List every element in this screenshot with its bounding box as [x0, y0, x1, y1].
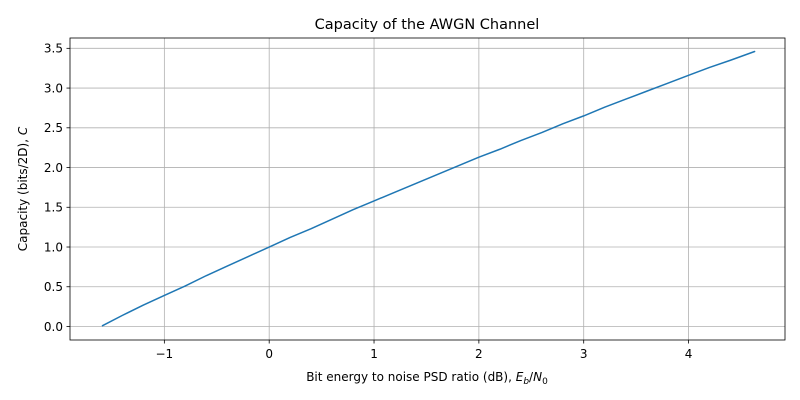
- y-tick-label: 1.0: [44, 240, 63, 254]
- series-layer: [101, 50, 756, 327]
- y-tick-label: 1.5: [44, 201, 63, 215]
- chart-title: Capacity of the AWGN Channel: [315, 17, 540, 33]
- x-tick-label: 0: [265, 347, 273, 361]
- y-axis-label: Capacity (bits/2D), C: [16, 126, 30, 251]
- x-axis-label-math: Eb​/N0​: [516, 370, 548, 387]
- x-tick-label: 4: [685, 347, 693, 361]
- math-subscript: 0: [542, 377, 548, 387]
- x-tick-label: 3: [580, 347, 588, 361]
- math-operator: /: [529, 370, 534, 384]
- y-tick-label: 2.5: [44, 121, 63, 135]
- y-axis: 0.0 0.5 1.0 1.5 2.0 2.5 3.0 3.5: [44, 42, 70, 334]
- x-tick-label: 2: [475, 347, 483, 361]
- math-symbol: N: [533, 370, 542, 384]
- math-symbol: E: [516, 370, 524, 384]
- plot-frame: [69, 37, 786, 341]
- y-tick-label: 3.5: [44, 42, 63, 56]
- x-tick-label: −1: [156, 347, 174, 361]
- y-axis-label-math: C: [16, 126, 30, 135]
- x-axis: −1 0 1 2 3 4: [156, 340, 693, 361]
- x-tick-label: 1: [370, 347, 378, 361]
- y-tick-label: 3.0: [44, 81, 63, 95]
- y-tick-label: 2.0: [44, 161, 63, 175]
- x-axis-label-text: Bit energy to noise PSD ratio (dB),: [306, 370, 516, 384]
- y-axis-label-text: Capacity (bits/2D),: [16, 135, 30, 251]
- series-line: [101, 50, 756, 327]
- x-axis-label: Bit energy to noise PSD ratio (dB), Eb​/…: [306, 370, 548, 387]
- math-symbol: C: [16, 126, 30, 135]
- math-subscript: b: [523, 377, 529, 387]
- grid: [70, 38, 785, 340]
- y-tick-label: 0.0: [44, 320, 63, 334]
- y-tick-label: 0.5: [44, 280, 63, 294]
